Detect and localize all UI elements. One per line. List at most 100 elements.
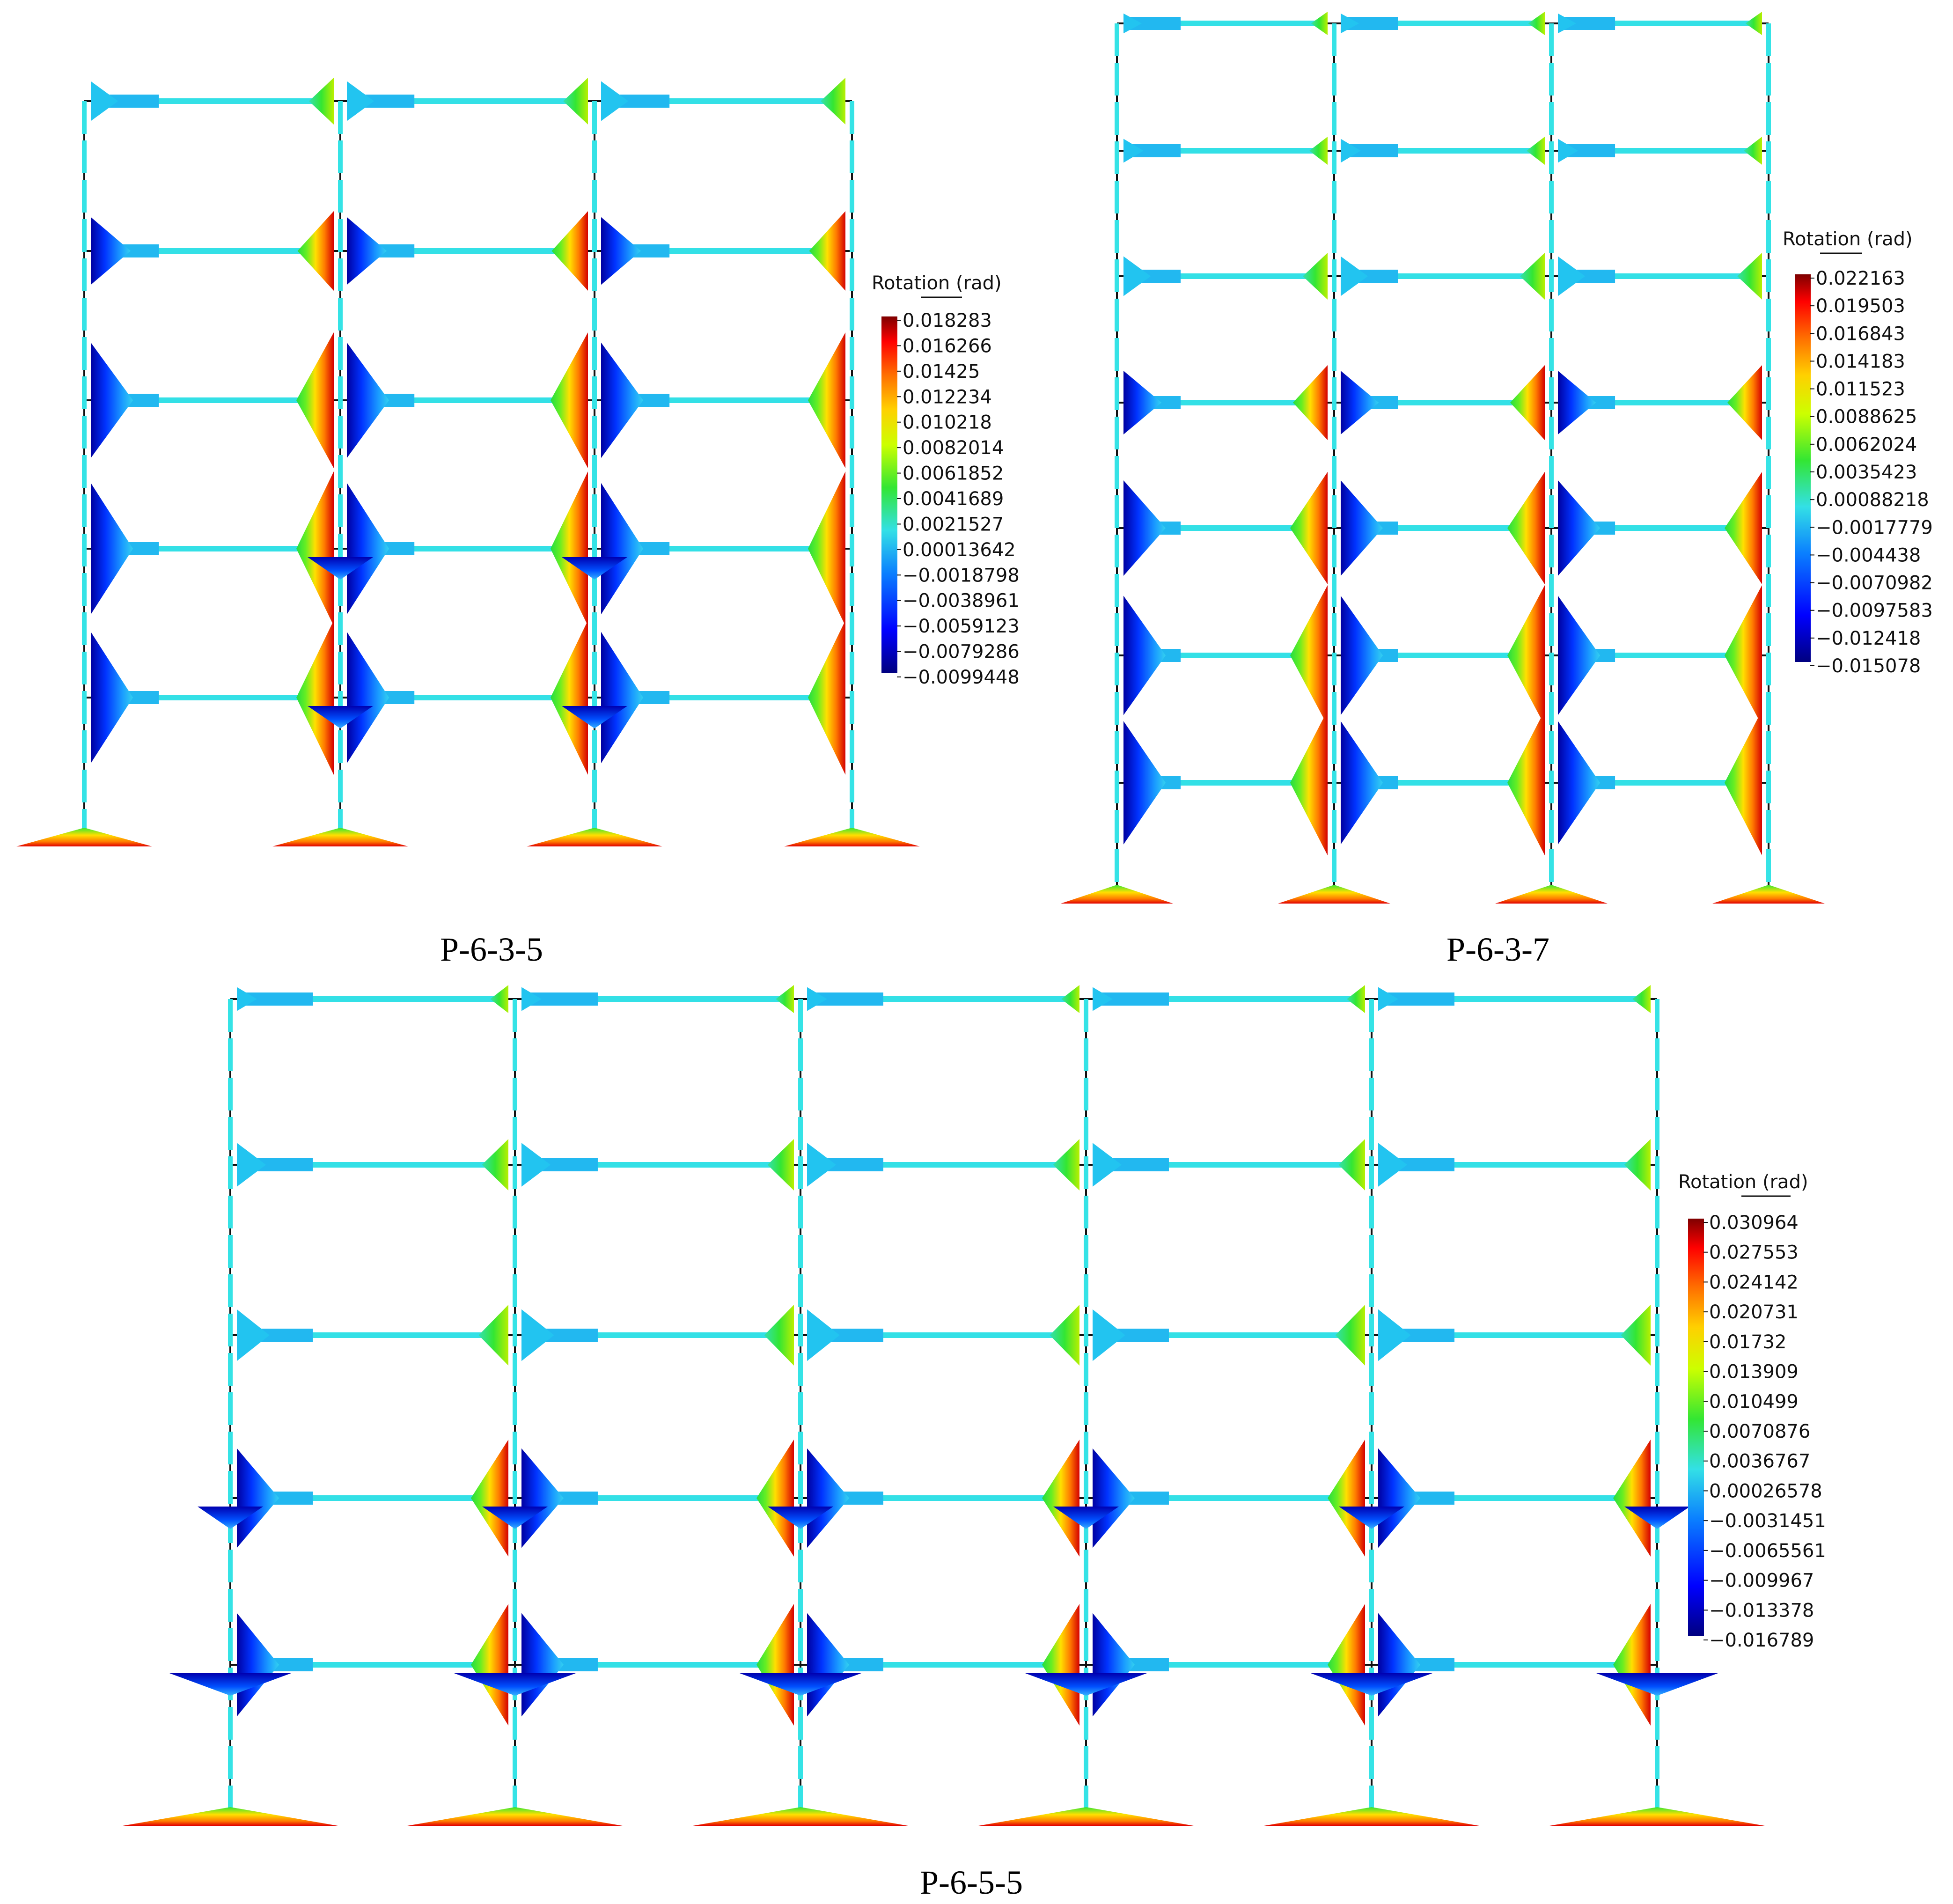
column-base-hinge (527, 828, 662, 846)
legend-label: −0.0099448 (903, 667, 1020, 688)
beam-hinge-positive (756, 1604, 794, 1726)
beam-hinge-positive (1727, 365, 1762, 440)
beam-hinge-negative (521, 1613, 564, 1717)
legend-label: 0.019503 (1816, 295, 1905, 317)
column-base-hinge (978, 1807, 1194, 1826)
column-hinge-negative (1596, 1673, 1718, 1696)
beam-hinge-negative (237, 1309, 270, 1361)
beam-hinge-negative (1341, 480, 1383, 576)
legend-title: Rotation (rad) (1783, 228, 1913, 250)
beam-hinge-positive (1725, 472, 1762, 584)
beam-hinge-negative (807, 987, 827, 1011)
beam-hinge-positive (296, 471, 334, 626)
colorbar (1795, 274, 1811, 662)
beam-hinge-negative (1378, 1448, 1420, 1548)
column-hinge-negative (198, 1507, 263, 1529)
column-hinge-negative (740, 1673, 861, 1696)
beam-hinge-positive (1309, 137, 1328, 165)
legend-label: 0.030964 (1709, 1212, 1799, 1234)
column-hinge-negative (562, 557, 627, 580)
beam-hinge-negative (91, 483, 133, 615)
beam-hinge-positive (1527, 137, 1545, 165)
beam-hinge-negative (807, 1448, 849, 1548)
column-hinge-negative (308, 706, 373, 728)
legend-label: 0.012234 (903, 386, 992, 408)
beam-hinge-negative (1558, 13, 1577, 34)
beam-hinge-negative (1093, 987, 1113, 1011)
legend-p637: Rotation (rad) 0.0221630.0195030.0168430… (1783, 228, 1933, 677)
caption-p635: P-6-3-5 (440, 931, 543, 968)
beam-hinge-negative (1378, 1309, 1411, 1361)
beam-hinge-positive (1338, 1139, 1365, 1191)
column-hinge-negative (562, 706, 627, 728)
legend-label: −0.0031451 (1709, 1510, 1826, 1532)
beam-hinge-negative (601, 81, 629, 121)
beam-hinge-positive (1303, 253, 1328, 300)
column-hinge-negative (454, 1673, 576, 1696)
legend-label: 0.016843 (1816, 323, 1905, 345)
legend-label: −0.0059123 (903, 616, 1020, 637)
legend-label: −0.015078 (1816, 655, 1921, 677)
column-base-hinge (693, 1807, 908, 1826)
beam-hinge-negative (91, 632, 133, 764)
column-base-hinge (1495, 885, 1608, 904)
column-hinge-negative (768, 1507, 833, 1529)
legend-label: 0.0062024 (1816, 434, 1917, 456)
beam-hinge-negative (1123, 595, 1166, 715)
beam-hinge-positive (471, 1604, 508, 1726)
legend-label: 0.014183 (1816, 351, 1905, 372)
beam-hinge-positive (809, 211, 845, 291)
beam-hinge-positive (764, 1305, 794, 1366)
beam-hinge-negative (1341, 595, 1383, 715)
column-base-hinge (123, 1807, 338, 1826)
column-hinge-negative (308, 557, 373, 580)
beam-hinge-positive (563, 78, 588, 125)
beam-hinge-negative (521, 987, 542, 1011)
column-hinge-negative (1311, 1673, 1432, 1696)
beam-hinge-negative (91, 342, 133, 458)
column-base-hinge (1061, 885, 1173, 904)
beam-hinge-negative (347, 81, 374, 121)
legend-label: 0.0036767 (1709, 1451, 1810, 1472)
beam-hinge-negative (1093, 1309, 1125, 1361)
beam-hinge-positive (471, 1440, 508, 1557)
legend-label: 0.010499 (1709, 1391, 1799, 1412)
beam-hinge-positive (551, 332, 588, 468)
legend-label: 0.0021527 (903, 514, 1004, 535)
frame-panel-p655 (123, 985, 1765, 1826)
column-hinge-negative (1624, 1507, 1690, 1529)
beam-hinge-positive (1725, 585, 1762, 726)
beam-hinge-positive (1725, 710, 1762, 855)
beam-hinge-negative (521, 1309, 554, 1361)
beam-hinge-positive (821, 78, 845, 125)
legend-label: 0.0088625 (1816, 406, 1917, 428)
beam-hinge-positive (1290, 710, 1328, 855)
column-base-hinge (1549, 1807, 1765, 1826)
beam-hinge-positive (1528, 12, 1545, 35)
beam-hinge-positive (808, 332, 845, 468)
beam-hinge-negative (1378, 987, 1398, 1011)
beam-hinge-positive (1621, 1305, 1651, 1366)
beam-hinge-negative (1093, 1613, 1135, 1717)
legend-label: 0.01732 (1709, 1331, 1786, 1353)
beam-hinge-negative (237, 1143, 266, 1187)
beam-hinge-positive (551, 620, 588, 775)
beam-hinge-negative (91, 217, 131, 285)
beam-hinge-positive (1632, 985, 1651, 1013)
beam-hinge-negative (601, 483, 643, 615)
legend-label: 0.0061852 (903, 463, 1004, 485)
beam-hinge-negative (807, 1143, 837, 1187)
beam-hinge-positive (1042, 1440, 1079, 1557)
beam-hinge-negative (521, 1448, 564, 1548)
beam-hinge-negative (237, 1448, 279, 1548)
beam-hinge-positive (478, 1305, 508, 1366)
beam-hinge-positive (808, 471, 845, 626)
beam-hinge-negative (521, 1143, 551, 1187)
beam-hinge-positive (551, 471, 588, 626)
beam-hinge-positive (490, 985, 508, 1013)
beam-hinge-positive (1507, 710, 1545, 855)
beam-hinge-negative (1558, 256, 1586, 296)
legend-label: −0.0079286 (903, 641, 1020, 663)
legend-p635: Rotation (rad) 0.0182830.0162660.014250.… (872, 272, 1020, 688)
legend-labels: 0.018283 0.016266 0.01425 0.012234 0.010218 0… (897, 310, 1020, 688)
